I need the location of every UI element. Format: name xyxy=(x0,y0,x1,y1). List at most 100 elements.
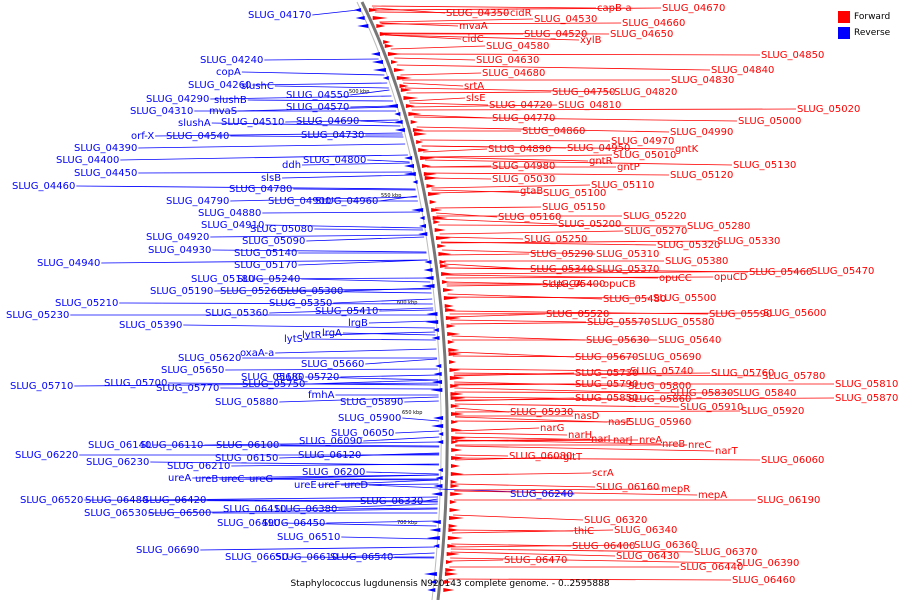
tick-650kbp: 650 kbp xyxy=(402,410,422,416)
reverse-gene-arrow xyxy=(433,372,442,376)
gene-label: SLUG_06520 xyxy=(20,495,83,506)
gene-label: opuCA xyxy=(550,279,583,290)
forward-gene-arrow xyxy=(399,84,409,88)
forward-gene-arrow xyxy=(442,280,450,284)
reverse-gene-arrow xyxy=(432,328,439,332)
reverse-gene-arrow xyxy=(431,336,440,340)
gene-label: SLUG_05360 xyxy=(205,308,268,319)
reverse-gene-arrow xyxy=(430,580,437,584)
gene-label: gtaB xyxy=(520,186,543,197)
gene-label: SLUG_05770 xyxy=(156,383,219,394)
reverse-gene-arrow xyxy=(423,268,433,272)
forward-gene-arrow xyxy=(437,244,447,248)
forward-gene-arrow xyxy=(432,216,448,220)
gene-label: SLUG_06610 xyxy=(275,552,338,563)
label-connector xyxy=(120,154,408,161)
reverse-gene-arrow xyxy=(435,476,443,480)
label-connector xyxy=(340,374,438,378)
forward-gene-arrow xyxy=(440,264,450,268)
gene-label: SLUG_05130 xyxy=(733,160,796,171)
label-connector xyxy=(301,278,431,283)
label-connector xyxy=(275,348,437,354)
label-connector xyxy=(444,267,749,273)
gene-label: SLUG_05800 xyxy=(628,381,691,392)
forward-gene-arrow xyxy=(396,76,412,80)
gene-label: SLUG_05300 xyxy=(280,286,343,297)
forward-gene-arrow xyxy=(448,524,458,528)
gene-label: SLUG_05020 xyxy=(797,104,860,115)
gene-label: thiC xyxy=(574,526,594,537)
label-connector xyxy=(454,407,510,413)
gene-label: ureG xyxy=(249,474,273,485)
forward-gene-arrow xyxy=(439,260,447,264)
label-connector xyxy=(392,53,761,56)
label-connector xyxy=(402,417,440,422)
gene-label: SLUG_05160 xyxy=(498,212,561,223)
gene-label: SLUG_06220 xyxy=(15,450,78,461)
gene-label: SLUG_06140 xyxy=(88,440,151,451)
gene-label: SLUG_05290 xyxy=(530,249,593,260)
reverse-gene-arrow xyxy=(404,164,415,168)
gene-label: SLUG_06370 xyxy=(694,547,757,558)
reverse-gene-arrow xyxy=(394,112,401,116)
gene-label: gltT xyxy=(563,452,583,463)
forward-gene-arrow xyxy=(414,132,428,136)
gene-label: SLUG_06200 xyxy=(302,467,365,478)
label-connector xyxy=(380,22,622,25)
gene-label: SLUG_06650 xyxy=(225,552,288,563)
gene-label: SLUG_04680 xyxy=(482,68,545,79)
gene-label: SLUG_05100 xyxy=(543,188,606,199)
label-connector xyxy=(440,241,657,246)
gene-label: SLUG_05090 xyxy=(242,236,305,247)
gene-label: lytS xyxy=(284,334,303,345)
forward-gene-arrow xyxy=(376,24,386,28)
reverse-gene-arrow xyxy=(429,528,441,532)
label-connector xyxy=(341,536,436,540)
label-connector xyxy=(437,218,558,225)
gene-label: SLUG_05840 xyxy=(733,388,796,399)
reverse-gene-arrow xyxy=(433,416,444,420)
gene-label: SLUG_04540 xyxy=(166,131,229,142)
label-connector xyxy=(350,105,395,108)
label-connector xyxy=(450,319,587,323)
gene-label: SLUG_04400 xyxy=(56,155,119,166)
label-connector xyxy=(148,508,438,514)
gene-label: SLUG_04970 xyxy=(611,136,674,147)
label-connector xyxy=(455,432,568,436)
gene-label: SLUG_05890 xyxy=(340,397,403,408)
label-connector xyxy=(284,290,432,294)
label-connector xyxy=(152,444,440,448)
forward-gene-arrow xyxy=(450,480,458,484)
gene-label: SLUG_06210 xyxy=(167,461,230,472)
reverse-gene-arrow xyxy=(394,128,405,132)
label-connector xyxy=(247,99,394,102)
backbone-arc xyxy=(360,1,449,601)
forward-gene-arrow xyxy=(443,288,455,292)
reverse-gene-arrow xyxy=(404,156,413,160)
gene-label: SLUG_05120 xyxy=(670,170,733,181)
gene-label: SLUG_04920 xyxy=(146,232,209,243)
gene-label: slushB xyxy=(214,95,247,106)
gene-label: SLUG_05190 xyxy=(150,286,213,297)
gene-label: SLUG_05330 xyxy=(717,236,780,247)
gene-label: SLUG_06430 xyxy=(616,551,679,562)
gene-label: SLUG_05920 xyxy=(741,406,804,417)
gene-label: SLUG_05720 xyxy=(276,372,339,383)
forward-gene-arrow xyxy=(449,516,465,520)
reverse-gene-arrow xyxy=(394,120,403,124)
reverse-gene-arrow xyxy=(431,424,444,428)
gene-label: srtA xyxy=(464,81,484,92)
gene-label: SLUG_04460 xyxy=(12,181,75,192)
gene-label: SLUG_05480 xyxy=(603,294,666,305)
gene-label: SLUG_05400 xyxy=(542,279,605,290)
gene-label: SLUG_05810 xyxy=(835,379,898,390)
reverse-gene-arrow xyxy=(426,536,440,540)
reverse-gene-arrow xyxy=(418,232,428,236)
gene-label: SLUG_05730 xyxy=(575,368,638,379)
label-connector xyxy=(369,484,439,489)
label-connector xyxy=(440,236,524,240)
forward-gene-arrow xyxy=(449,376,465,380)
label-connector xyxy=(371,5,597,9)
gene-label: SLUG_06320 xyxy=(584,515,647,526)
